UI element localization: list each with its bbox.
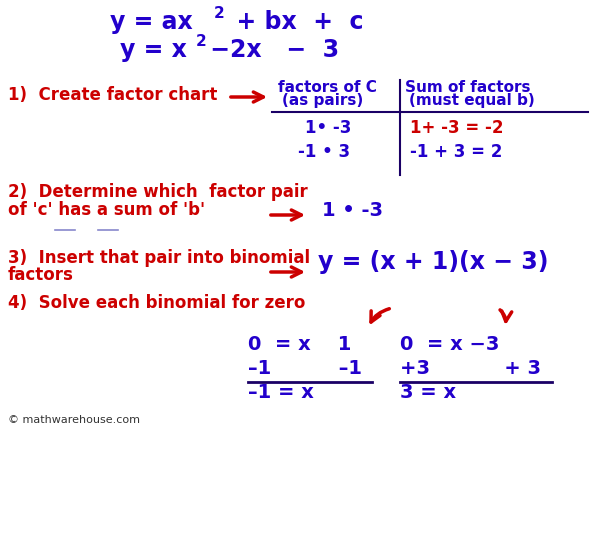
Text: factors of C: factors of C: [278, 80, 377, 96]
Text: + bx  +  c: + bx + c: [220, 10, 364, 34]
Text: 2: 2: [196, 35, 206, 49]
Text: -1 • 3: -1 • 3: [298, 143, 350, 161]
Text: of 'c' has a sum of 'b': of 'c' has a sum of 'b': [8, 201, 205, 219]
Text: 1+ -3 = -2: 1+ -3 = -2: [410, 119, 503, 137]
Text: 0  = x −3: 0 = x −3: [400, 336, 499, 355]
Text: 1)  Create factor chart: 1) Create factor chart: [8, 86, 217, 104]
Text: 2)  Determine which  factor pair: 2) Determine which factor pair: [8, 183, 308, 201]
Text: y = (x + 1)(x − 3): y = (x + 1)(x − 3): [318, 250, 549, 274]
Text: -1 + 3 = 2: -1 + 3 = 2: [410, 143, 502, 161]
Text: –1          –1: –1 –1: [248, 358, 362, 377]
Text: 3)  Insert that pair into binomial: 3) Insert that pair into binomial: [8, 249, 310, 267]
Text: © mathwarehouse.com: © mathwarehouse.com: [8, 415, 140, 425]
Text: factors: factors: [8, 266, 74, 284]
Text: 3 = x: 3 = x: [400, 383, 456, 402]
Text: (as pairs): (as pairs): [282, 93, 364, 109]
Text: –1 = x: –1 = x: [248, 383, 314, 402]
Text: 1• -3: 1• -3: [305, 119, 352, 137]
Text: y = ax: y = ax: [110, 10, 193, 34]
Text: y = x: y = x: [120, 38, 187, 62]
Text: 1 • -3: 1 • -3: [322, 200, 383, 219]
Text: (must equal b): (must equal b): [409, 93, 535, 109]
Text: 4)  Solve each binomial for zero: 4) Solve each binomial for zero: [8, 294, 305, 312]
Text: 2: 2: [214, 7, 225, 22]
Text: +3           + 3: +3 + 3: [400, 358, 541, 377]
Text: −2x   −  3: −2x − 3: [202, 38, 339, 62]
Text: 0  = x    1: 0 = x 1: [248, 336, 352, 355]
Text: Sum of factors: Sum of factors: [405, 80, 531, 96]
